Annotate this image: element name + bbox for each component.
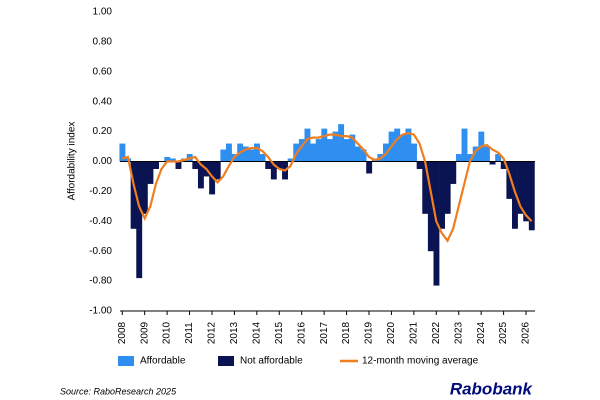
- bar: [332, 131, 339, 162]
- bar: [495, 154, 502, 162]
- x-tick-label: 2011: [184, 322, 195, 344]
- y-tick-label: -0.20: [89, 186, 112, 197]
- bar: [528, 161, 535, 231]
- x-tick-label: 2026: [521, 321, 532, 344]
- bar: [349, 134, 356, 162]
- bar: [310, 143, 317, 162]
- bar: [360, 149, 367, 162]
- bar: [517, 161, 524, 214]
- line: [121, 131, 533, 243]
- bar: [461, 128, 468, 162]
- legend-swatch: [118, 356, 134, 366]
- bar: [405, 128, 412, 162]
- x-tick-label: 2022: [431, 321, 442, 344]
- bar: [141, 161, 148, 214]
- bar: [254, 143, 260, 162]
- source: Source: RaboResearch 2025: [60, 386, 177, 396]
- bar: [214, 161, 221, 180]
- y-tick-label: 0.80: [93, 37, 113, 48]
- bar: [192, 161, 199, 169]
- bar: [259, 154, 266, 162]
- y-tick-label: 0.00: [93, 156, 113, 167]
- bar: [354, 146, 361, 162]
- bar: [343, 139, 350, 162]
- bar: [455, 154, 462, 162]
- x-tick-label: 2016: [296, 321, 307, 344]
- bar: [444, 161, 451, 214]
- bar: [175, 161, 182, 169]
- bar: [169, 158, 176, 162]
- bar: [326, 139, 333, 162]
- bar: [119, 143, 126, 162]
- bar: [338, 124, 345, 162]
- bar: [130, 161, 137, 229]
- bar: [242, 146, 249, 162]
- brand: Rabobank: [450, 379, 534, 398]
- bar: [500, 161, 507, 169]
- bar: [248, 149, 255, 162]
- x-tick-label: 2020: [386, 321, 397, 344]
- x-tick-label: 2013: [229, 321, 240, 344]
- legend-label: Affordable: [140, 356, 186, 367]
- x-tick-label: 2018: [341, 321, 352, 344]
- bar: [399, 134, 406, 162]
- bar: [439, 161, 446, 229]
- legend-label: Not affordable: [240, 356, 303, 367]
- bar: [287, 158, 294, 162]
- bar: [394, 128, 401, 162]
- bar: [450, 161, 457, 184]
- x-tick-label: 2015: [274, 321, 285, 344]
- bar: [416, 161, 423, 169]
- x-tick-label: 2009: [139, 321, 150, 344]
- bar: [270, 161, 277, 180]
- bar: [467, 154, 474, 162]
- bar: [506, 161, 513, 199]
- bar: [366, 161, 373, 174]
- bar: [422, 161, 429, 214]
- x-tick-label: 2017: [319, 321, 330, 344]
- x-tick-label: 2024: [476, 321, 487, 344]
- y-axis-label: Affordability index: [67, 122, 78, 201]
- x-tick-label: 2010: [162, 321, 173, 344]
- legend-label: 12-month moving average: [362, 356, 479, 367]
- bar: [220, 149, 227, 162]
- bar: [276, 161, 283, 169]
- bar: [225, 143, 232, 162]
- y-tick-label: -1.00: [89, 306, 112, 317]
- x-tick-label: 2025: [498, 321, 509, 344]
- y-tick-label: -0.80: [89, 276, 112, 287]
- bar: [489, 161, 496, 165]
- bar: [321, 128, 328, 162]
- y-tick-label: 0.60: [93, 66, 113, 77]
- bar: [153, 161, 159, 169]
- bar: [304, 128, 311, 162]
- x-tick-label: 2021: [409, 321, 420, 344]
- x-tick-label: 2008: [117, 321, 128, 344]
- x-tick-label: 2012: [207, 321, 218, 344]
- legend-swatch: [218, 356, 234, 366]
- x-tick-label: 2023: [453, 321, 464, 344]
- bar: [427, 161, 434, 252]
- bar: [147, 161, 154, 184]
- y-tick-label: -0.40: [89, 216, 112, 227]
- y-tick-label: 0.20: [93, 126, 113, 137]
- y-tick-label: 1.00: [93, 7, 113, 18]
- bar: [512, 161, 518, 229]
- x-tick-label: 2014: [251, 321, 262, 344]
- bar: [411, 143, 417, 162]
- bar: [315, 139, 322, 162]
- bar: [298, 139, 305, 162]
- bar: [136, 161, 143, 279]
- bar: [197, 161, 204, 189]
- bar: [523, 161, 530, 222]
- bar: [265, 161, 272, 169]
- bar: [483, 146, 490, 162]
- bar: [472, 146, 479, 162]
- bar: [164, 157, 171, 162]
- y-tick-label: 0.40: [93, 96, 113, 107]
- y-tick-label: -0.60: [89, 246, 112, 257]
- x-tick-label: 2019: [364, 321, 375, 344]
